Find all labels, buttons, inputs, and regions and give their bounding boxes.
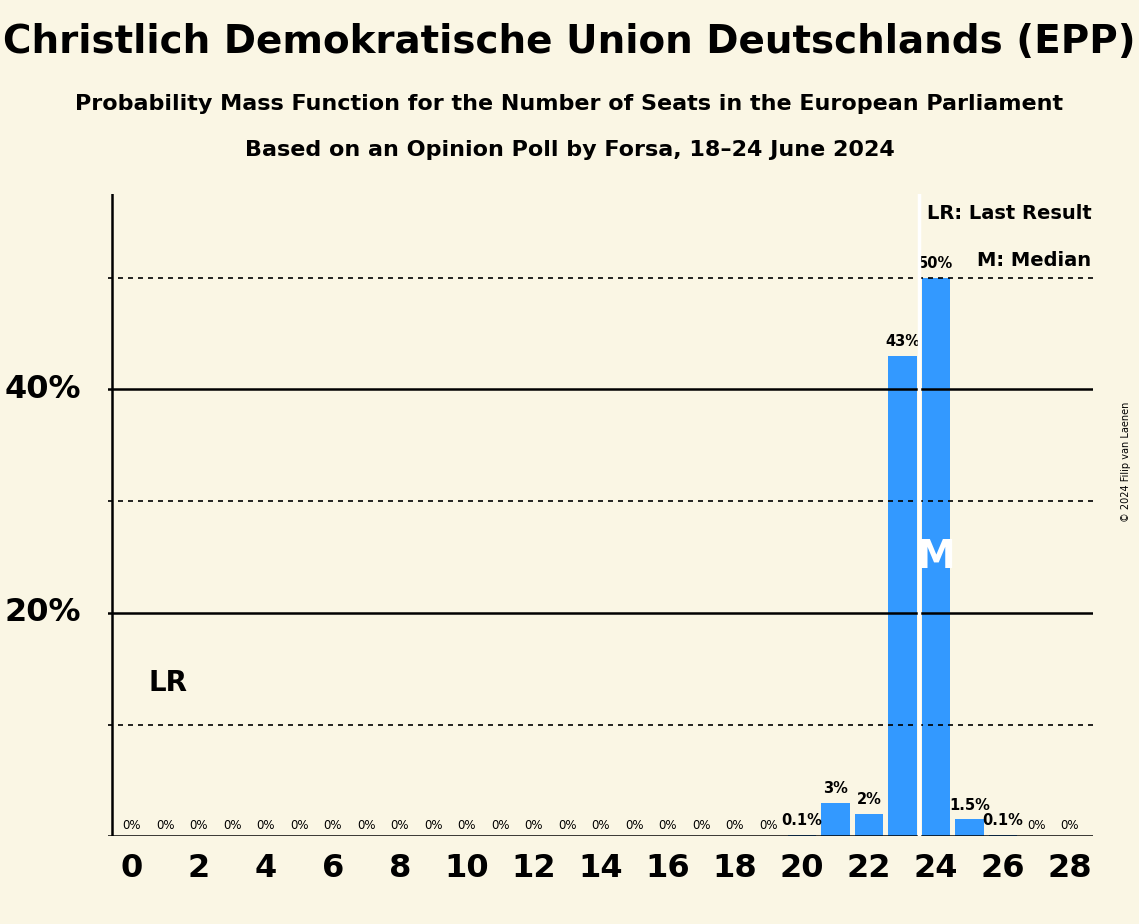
Text: 0%: 0%: [424, 819, 443, 832]
Text: 0%: 0%: [491, 819, 509, 832]
Text: 0%: 0%: [525, 819, 543, 832]
Text: 0%: 0%: [223, 819, 241, 832]
Text: © 2024 Filip van Laenen: © 2024 Filip van Laenen: [1121, 402, 1131, 522]
Bar: [989, 835, 1017, 836]
Text: 0%: 0%: [1027, 819, 1046, 832]
Text: 40%: 40%: [5, 374, 81, 405]
Text: M: M: [917, 538, 956, 576]
Text: 0.1%: 0.1%: [983, 813, 1024, 829]
Text: 0%: 0%: [290, 819, 309, 832]
Text: 0%: 0%: [625, 819, 644, 832]
Text: LR: Last Result: LR: Last Result: [927, 203, 1091, 223]
Text: M: Median: M: Median: [977, 250, 1091, 270]
Text: 0%: 0%: [693, 819, 711, 832]
Bar: [788, 835, 817, 836]
Text: 50%: 50%: [918, 256, 953, 271]
Text: 0%: 0%: [256, 819, 274, 832]
Text: 0%: 0%: [189, 819, 208, 832]
Bar: [854, 814, 883, 836]
Text: 20%: 20%: [5, 597, 81, 628]
Text: 0%: 0%: [122, 819, 141, 832]
Bar: [956, 820, 984, 836]
Text: 1.5%: 1.5%: [949, 797, 990, 813]
Text: 0%: 0%: [156, 819, 174, 832]
Text: 0%: 0%: [357, 819, 376, 832]
Text: LR: LR: [148, 669, 188, 697]
Bar: [888, 356, 917, 836]
Text: 0.1%: 0.1%: [781, 813, 822, 829]
Text: 0%: 0%: [458, 819, 476, 832]
Text: 0%: 0%: [558, 819, 576, 832]
Text: 43%: 43%: [885, 334, 920, 349]
Bar: [921, 278, 950, 836]
Text: Probability Mass Function for the Number of Seats in the European Parliament: Probability Mass Function for the Number…: [75, 94, 1064, 115]
Text: 0%: 0%: [759, 819, 778, 832]
Text: 0%: 0%: [391, 819, 409, 832]
Bar: [821, 803, 850, 836]
Text: Christlich Demokratische Union Deutschlands (EPP): Christlich Demokratische Union Deutschla…: [3, 23, 1136, 61]
Text: 0%: 0%: [323, 819, 342, 832]
Text: 3%: 3%: [823, 781, 847, 796]
Text: 2%: 2%: [857, 792, 882, 808]
Text: 0%: 0%: [1060, 819, 1080, 832]
Text: Based on an Opinion Poll by Forsa, 18–24 June 2024: Based on an Opinion Poll by Forsa, 18–24…: [245, 140, 894, 161]
Text: 0%: 0%: [658, 819, 677, 832]
Text: 0%: 0%: [591, 819, 611, 832]
Text: 0%: 0%: [726, 819, 744, 832]
